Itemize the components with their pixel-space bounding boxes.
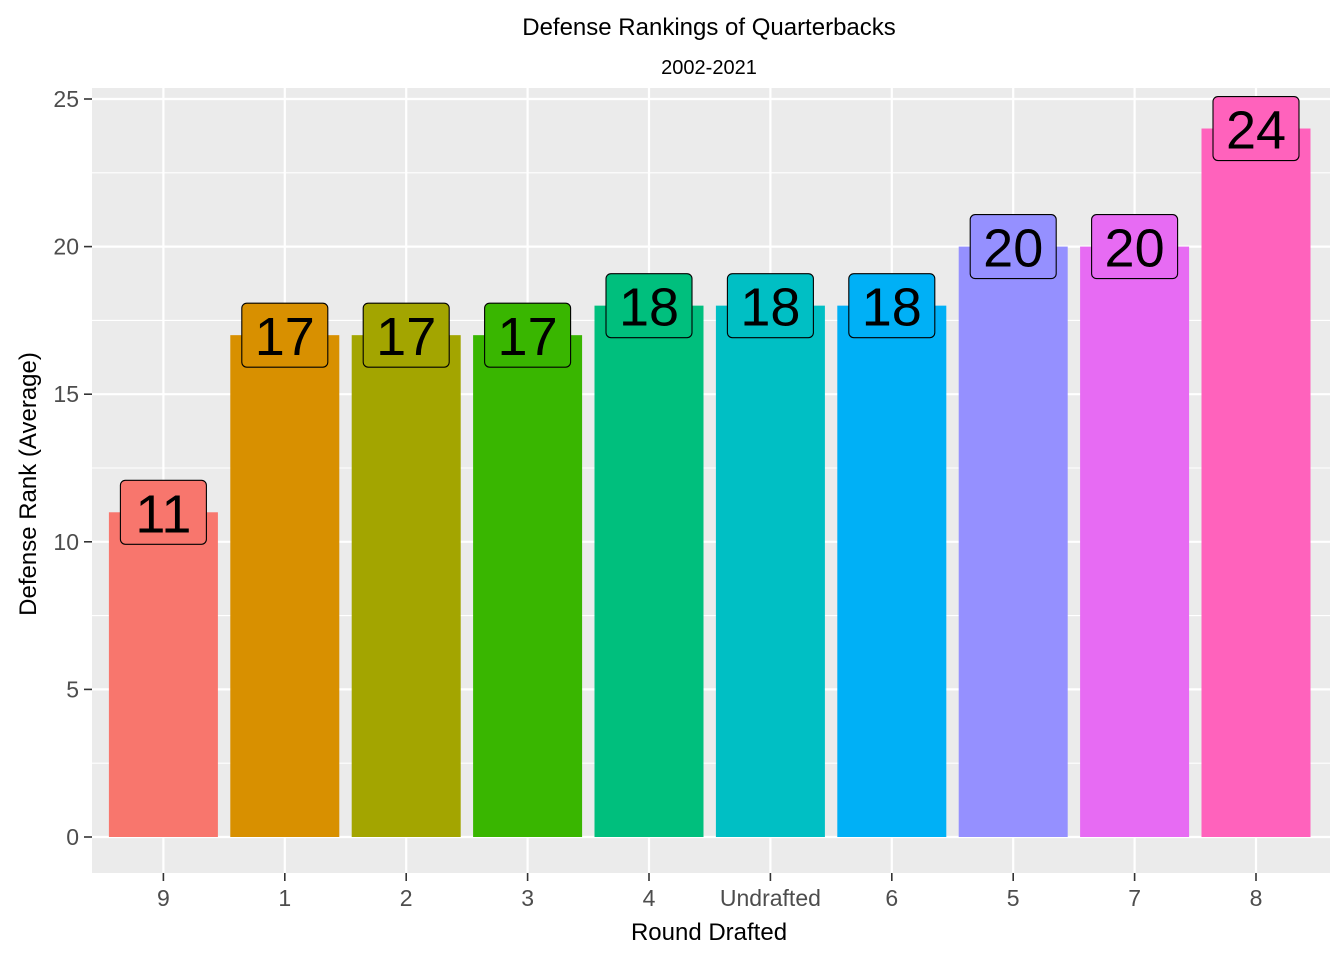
data-label-box	[241, 302, 329, 368]
data-label-value: 18	[619, 278, 679, 338]
bar	[1201, 128, 1311, 837]
x-tick-label: 7	[1128, 885, 1141, 911]
data-labels: 11 17 17 17 18 18 18 20 20 24	[119, 95, 1300, 545]
data-label: 18	[605, 273, 693, 339]
y-tick-label: 5	[66, 676, 79, 702]
bar	[230, 335, 340, 837]
data-label: 17	[241, 302, 329, 368]
bar	[837, 305, 947, 837]
data-label-box	[848, 273, 936, 339]
data-label-value: 17	[376, 307, 436, 367]
data-label-value: 18	[740, 278, 800, 338]
x-tick-label: 4	[643, 885, 656, 911]
data-label-box	[969, 214, 1057, 280]
data-label: 18	[848, 273, 936, 339]
chart-subtitle: 2002-2021	[661, 57, 757, 79]
x-tick-label: 3	[521, 885, 534, 911]
y-tick-label: 20	[53, 234, 79, 260]
data-label: 24	[1212, 95, 1300, 162]
x-tick-label: 6	[885, 885, 898, 911]
bar	[108, 512, 218, 837]
x-axis: 9 1 2 3 4 Undrafted 6 5 7 8	[157, 873, 1262, 911]
data-label: 20	[1091, 214, 1179, 280]
bar	[1080, 246, 1190, 838]
y-tick-label: 15	[53, 381, 79, 407]
data-label-box	[1091, 214, 1179, 280]
y-tick-label: 0	[66, 824, 79, 850]
x-tick-label: Undrafted	[720, 885, 821, 911]
data-label: 18	[726, 273, 814, 339]
data-label: 11	[119, 479, 207, 545]
y-tick-label: 10	[53, 529, 79, 555]
data-label-box	[1212, 95, 1300, 162]
y-axis-title: Defense Rank (Average)	[15, 352, 42, 616]
data-label-box	[484, 302, 572, 368]
bars	[108, 128, 1311, 838]
bar	[594, 305, 704, 837]
x-tick-label: 8	[1250, 885, 1263, 911]
bar	[473, 335, 583, 837]
x-axis-title: Round Drafted	[631, 919, 787, 946]
data-label: 17	[484, 302, 572, 368]
x-tick-label: 9	[157, 885, 170, 911]
x-tick-label: 1	[278, 885, 291, 911]
bar	[351, 335, 461, 837]
bar	[715, 305, 825, 837]
data-label-box	[119, 479, 207, 545]
data-label-value: 11	[135, 484, 191, 544]
data-label: 17	[362, 302, 450, 368]
data-label-value: 20	[1105, 219, 1165, 279]
data-label-value: 17	[498, 307, 558, 367]
y-tick-label: 25	[53, 86, 79, 112]
data-label-value: 24	[1226, 101, 1286, 161]
data-label-box	[362, 302, 450, 368]
bar	[958, 246, 1068, 838]
data-label: 20	[969, 214, 1057, 280]
x-tick-label: 5	[1007, 885, 1020, 911]
data-label-value: 17	[255, 307, 315, 367]
data-label-value: 20	[983, 219, 1043, 279]
chart-title: Defense Rankings of Quarterbacks	[522, 14, 896, 41]
y-axis: 0 5 10 15 20 25	[53, 86, 92, 850]
data-label-value: 18	[862, 278, 922, 338]
x-tick-label: 2	[400, 885, 413, 911]
data-label-box	[605, 273, 693, 339]
data-label-box	[726, 273, 814, 339]
